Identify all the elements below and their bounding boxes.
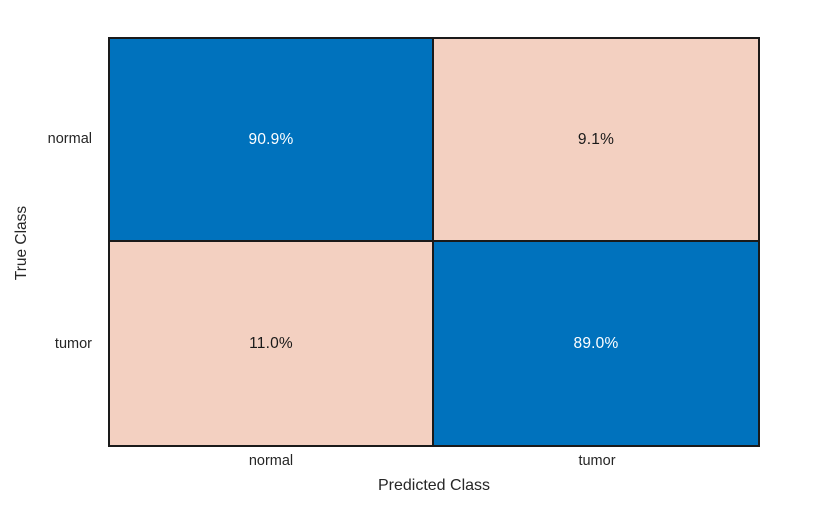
cell-true-tumor-pred-tumor: 89.0% xyxy=(434,242,758,445)
y-tick-normal: normal xyxy=(47,131,92,147)
cell-value: 90.9% xyxy=(248,130,294,148)
x-tick-normal: normal xyxy=(248,453,294,469)
cell-true-normal-pred-normal: 90.9% xyxy=(110,39,434,242)
x-axis-label: Predicted Class xyxy=(377,477,491,494)
cell-true-normal-pred-tumor: 9.1% xyxy=(434,39,758,242)
y-tick-tumor: tumor xyxy=(54,336,92,352)
matrix-plot-area: 90.9% 9.1% 11.0% 89.0% xyxy=(108,37,760,447)
cell-value: 9.1% xyxy=(577,130,615,148)
cell-value: 89.0% xyxy=(573,334,619,352)
cell-value: 11.0% xyxy=(249,334,293,352)
x-tick-tumor: tumor xyxy=(578,453,616,469)
cell-true-tumor-pred-normal: 11.0% xyxy=(110,242,434,445)
y-axis-label: True Class xyxy=(13,205,30,281)
